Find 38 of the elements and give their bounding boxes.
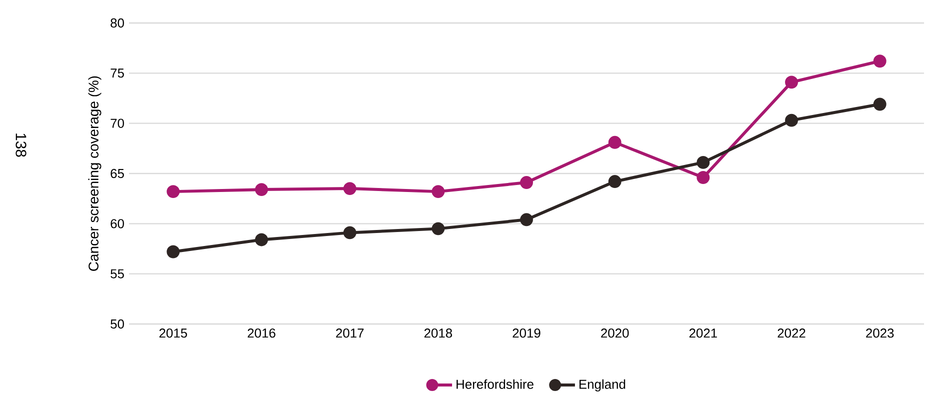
x-tick-label: 2015 xyxy=(159,328,188,338)
legend-label: England xyxy=(580,379,626,392)
y-tick-label: 75 xyxy=(110,68,124,78)
y-tick-label: 55 xyxy=(110,269,124,278)
legend-label: Herefordshire xyxy=(456,379,534,389)
y-tick-label: 80 xyxy=(110,18,124,28)
point xyxy=(520,213,533,226)
y-tick-label: 70 xyxy=(110,118,124,128)
point xyxy=(785,114,798,127)
x-tick-label: 2017 xyxy=(336,328,364,338)
x-tick-label: 2022 xyxy=(778,328,806,338)
point xyxy=(873,98,886,111)
point xyxy=(255,233,268,246)
y-tick-label: 65 xyxy=(110,168,124,178)
point xyxy=(608,136,622,149)
y-tick-label: 60 xyxy=(110,219,124,228)
point xyxy=(608,175,622,188)
point xyxy=(343,182,356,196)
x-tick-label: 2023 xyxy=(866,328,894,338)
x-tick-label: 2021 xyxy=(689,328,717,338)
point xyxy=(432,222,445,236)
y-axis-title: Cancer screening coverage (%) xyxy=(88,76,102,271)
point xyxy=(785,76,798,89)
point xyxy=(520,176,533,190)
point xyxy=(432,185,445,198)
point xyxy=(696,171,710,184)
point xyxy=(255,183,268,196)
x-tick-label: 2020 xyxy=(601,328,629,338)
x-tick-label: 2018 xyxy=(424,328,452,338)
point xyxy=(696,156,710,169)
x-tick-label: 2016 xyxy=(248,328,276,338)
text: 138 xyxy=(16,134,26,157)
point xyxy=(873,54,886,68)
point xyxy=(166,185,180,198)
point xyxy=(343,226,356,240)
point xyxy=(166,245,180,258)
y-tick-label: 50 xyxy=(110,319,124,329)
x-tick-label: 2019 xyxy=(512,328,540,338)
